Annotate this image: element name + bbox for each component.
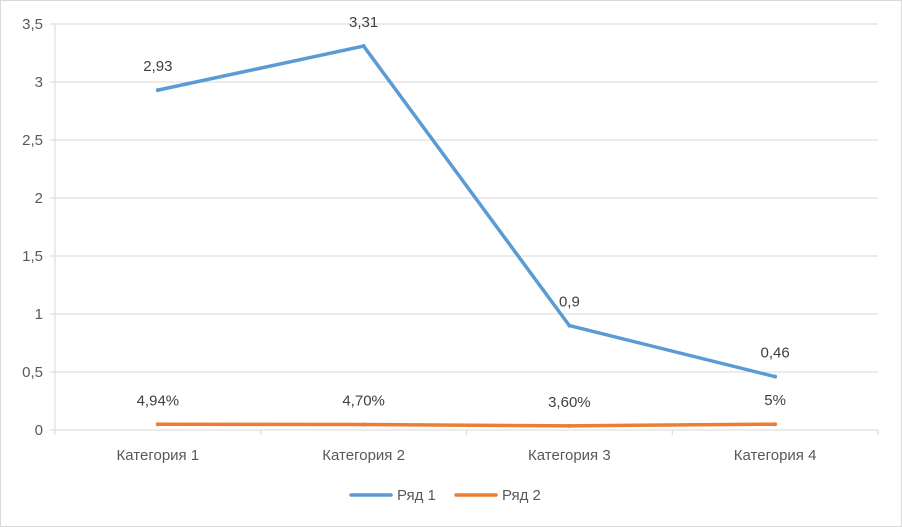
data-point bbox=[155, 88, 160, 93]
x-tick-labels: Категория 1 Категория 2 Категория 3 Категор… bbox=[117, 447, 817, 464]
data-label: 4,94% bbox=[137, 392, 180, 409]
y-tick-label: 2,5 bbox=[22, 132, 43, 149]
x-tick-label: Категория 1 bbox=[117, 447, 200, 464]
series-line-1 bbox=[156, 44, 777, 379]
data-label: 5% bbox=[764, 392, 786, 409]
y-tick-label: 0,5 bbox=[22, 364, 43, 381]
data-labels: 2,93 3,31 0,9 0,46 4,94% 4,70% 3,60% 5% bbox=[137, 14, 790, 411]
data-label: 2,93 bbox=[143, 58, 172, 75]
y-tick-label: 3 bbox=[35, 74, 43, 91]
y-tick-label: 3,5 bbox=[22, 16, 43, 33]
y-tick-label: 0 bbox=[35, 422, 43, 439]
data-point bbox=[773, 422, 778, 427]
y-tick-label: 1,5 bbox=[22, 248, 43, 265]
data-label: 3,60% bbox=[548, 394, 591, 411]
legend-label-1: Ряд 1 bbox=[397, 487, 436, 504]
x-tick-label: Категория 2 bbox=[322, 447, 405, 464]
data-label: 4,70% bbox=[342, 393, 385, 410]
data-point bbox=[567, 323, 572, 328]
series-line-2 bbox=[156, 422, 777, 428]
legend: Ряд 1 Ряд 2 bbox=[349, 487, 541, 504]
data-point bbox=[773, 374, 778, 379]
legend-label-2: Ряд 2 bbox=[502, 487, 541, 504]
data-label: 0,9 bbox=[559, 294, 580, 311]
data-point bbox=[155, 422, 160, 427]
data-point bbox=[361, 422, 366, 427]
series-lines bbox=[155, 44, 778, 428]
y-tick-label: 2 bbox=[35, 190, 43, 207]
data-point bbox=[361, 44, 366, 49]
y-tick-label: 1 bbox=[35, 306, 43, 323]
axes bbox=[50, 23, 879, 435]
data-label: 3,31 bbox=[349, 14, 378, 31]
data-point bbox=[567, 423, 572, 428]
y-tick-labels: 0 0,5 1 1,5 2 2,5 3 3,5 bbox=[22, 16, 43, 439]
gridlines bbox=[55, 23, 878, 373]
data-label: 0,46 bbox=[761, 345, 790, 362]
x-tick-label: Категория 3 bbox=[528, 447, 611, 464]
x-tick-label: Категория 4 bbox=[734, 447, 817, 464]
